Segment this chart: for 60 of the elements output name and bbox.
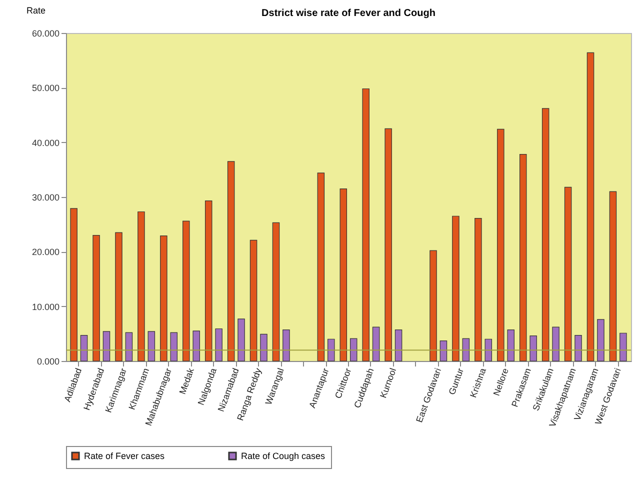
bar (620, 332, 627, 362)
legend-label: Rate of Cough cases (241, 450, 326, 461)
bar (542, 108, 550, 362)
bar (192, 330, 200, 362)
bar (317, 172, 325, 362)
y-tick-label: 30.000 (32, 192, 60, 202)
bar (474, 218, 482, 362)
bar (215, 328, 222, 362)
bar (394, 330, 402, 362)
bar (328, 338, 335, 362)
bar (440, 340, 448, 362)
bar (372, 326, 380, 362)
bar (384, 128, 392, 362)
x-tick-label: Medak (177, 366, 196, 396)
bar (125, 332, 133, 362)
bar (462, 338, 470, 362)
bar (430, 250, 437, 362)
y-tick-label: 40.000 (32, 138, 60, 148)
bar (519, 154, 527, 362)
bar (160, 236, 168, 362)
y-tick-label: 20.000 (32, 247, 60, 258)
legend-label: Rate of Fever cases (84, 450, 166, 461)
bar (574, 335, 582, 362)
bar (530, 336, 537, 362)
bar (340, 188, 348, 362)
bar (115, 232, 122, 362)
bar (92, 234, 100, 362)
y-tick-label: 0.000 (36, 356, 60, 366)
x-tick-label: Nellore (491, 366, 510, 398)
bar (70, 208, 78, 362)
bar (552, 326, 560, 362)
bar (282, 330, 290, 362)
bar (452, 216, 460, 362)
y-tick-label: 10.000 (32, 302, 60, 312)
bar (586, 52, 594, 362)
bar (148, 331, 156, 362)
y-axis-title: Rate (26, 6, 46, 16)
bar (564, 186, 572, 362)
bar (609, 191, 617, 362)
bar (507, 330, 514, 362)
bar (80, 335, 88, 362)
bar (204, 200, 212, 362)
bar (597, 319, 604, 362)
bar (272, 222, 280, 362)
bar (484, 338, 492, 362)
bar (238, 318, 245, 362)
bar (250, 240, 258, 362)
bar (170, 332, 178, 362)
bar (227, 161, 235, 362)
bar (362, 88, 370, 362)
bar (350, 338, 358, 362)
bar (497, 128, 504, 362)
x-tick-label: Guntur (446, 366, 466, 396)
bar (260, 334, 268, 362)
chart-title: Dstrict wise rate of Fever and Cough (262, 8, 436, 19)
y-tick-label: 50.000 (32, 83, 60, 94)
bar (102, 331, 110, 362)
y-tick-label: 60.000 (32, 28, 60, 38)
bar (182, 220, 190, 362)
bar (138, 211, 145, 362)
